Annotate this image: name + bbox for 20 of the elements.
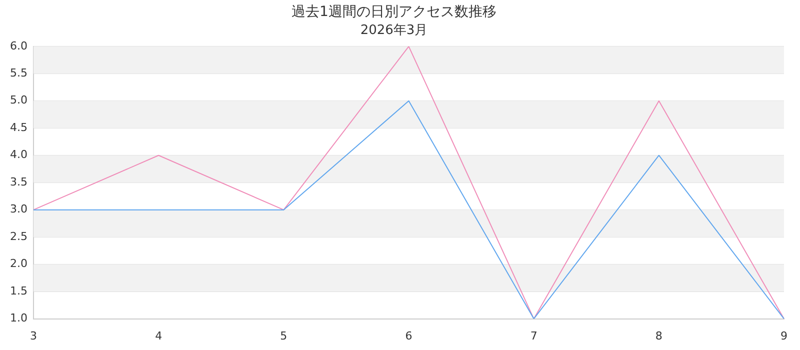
x-tick-label: 4 bbox=[155, 329, 162, 342]
y-tick-label: 1.0 bbox=[10, 312, 28, 325]
y-tick-label: 1.5 bbox=[10, 284, 28, 298]
chart-subtitle: 2026年3月 bbox=[360, 22, 428, 38]
y-tick-label: 2.0 bbox=[10, 257, 28, 270]
y-tick-label: 2.5 bbox=[10, 230, 28, 243]
x-tick-label: 9 bbox=[780, 329, 788, 342]
y-tick-label: 3.5 bbox=[10, 175, 28, 188]
y-tick-label: 4.0 bbox=[10, 148, 28, 162]
x-tick-label: 6 bbox=[405, 329, 412, 342]
y-tick-label: 5.0 bbox=[10, 94, 28, 107]
y-tick-label: 4.5 bbox=[10, 120, 28, 134]
y-tick-label: 6.0 bbox=[10, 39, 28, 52]
chart-title: 過去1週間の日別アクセス数推移 bbox=[292, 4, 496, 20]
x-tick-label: 3 bbox=[30, 329, 37, 342]
y-tick-label: 3.0 bbox=[10, 202, 28, 216]
x-tick-label: 7 bbox=[530, 329, 538, 342]
x-tick-label: 5 bbox=[280, 329, 288, 342]
y-tick-label: 5.5 bbox=[10, 66, 28, 80]
x-tick-label: 8 bbox=[655, 329, 662, 342]
